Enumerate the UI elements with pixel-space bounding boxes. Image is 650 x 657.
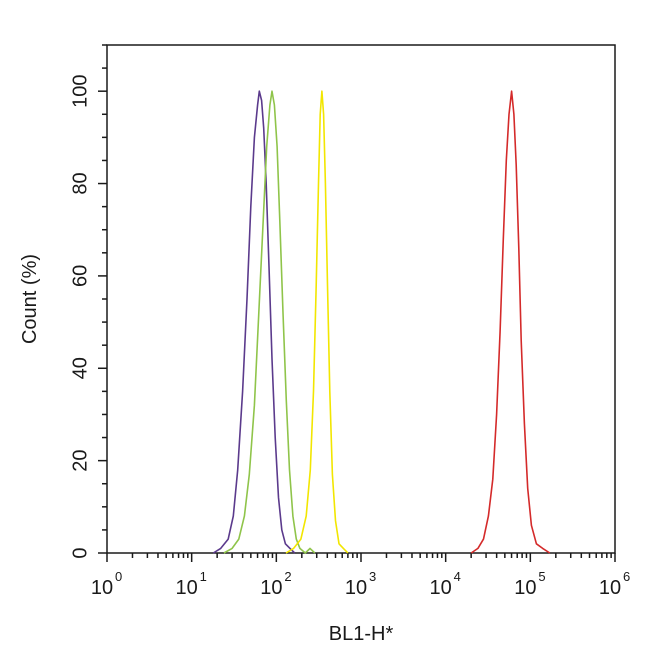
y-tick-label: 40: [69, 357, 91, 379]
histogram-series-2: [223, 90, 316, 554]
x-tick-label: 10: [599, 577, 621, 599]
x-tick-label: 10: [345, 577, 367, 599]
y-axis: 0 20 40 60 80 100: [69, 44, 107, 559]
y-tick-label: 100: [69, 74, 91, 107]
series-layer: [212, 90, 551, 554]
histogram-series-1: [212, 90, 296, 554]
x-tick-label: 10: [260, 577, 282, 599]
y-tick-label: 0: [69, 547, 91, 558]
y-tick-label: 20: [69, 450, 91, 472]
x-tick-exponent: 3: [369, 569, 376, 584]
histogram-series-3: [285, 90, 349, 554]
plot-frame: [106, 44, 616, 554]
x-tick-exponent: 1: [200, 569, 207, 584]
x-tick-label: 10: [514, 577, 536, 599]
x-tick-exponent: 0: [115, 569, 122, 584]
x-tick-exponent: 5: [538, 569, 545, 584]
y-axis-title: Count (%): [19, 254, 41, 344]
histogram-series-4: [470, 90, 551, 554]
x-tick-exponent: 2: [284, 569, 291, 584]
x-tick-label: 10: [91, 577, 113, 599]
x-tick-label: 10: [430, 577, 452, 599]
x-tick-exponent: 6: [623, 569, 630, 584]
x-tick-exponent: 4: [454, 569, 461, 584]
y-tick-label: 80: [69, 172, 91, 194]
x-axis-title: BL1-H*: [329, 623, 394, 645]
x-tick-label: 10: [176, 577, 198, 599]
y-tick-label: 60: [69, 265, 91, 287]
